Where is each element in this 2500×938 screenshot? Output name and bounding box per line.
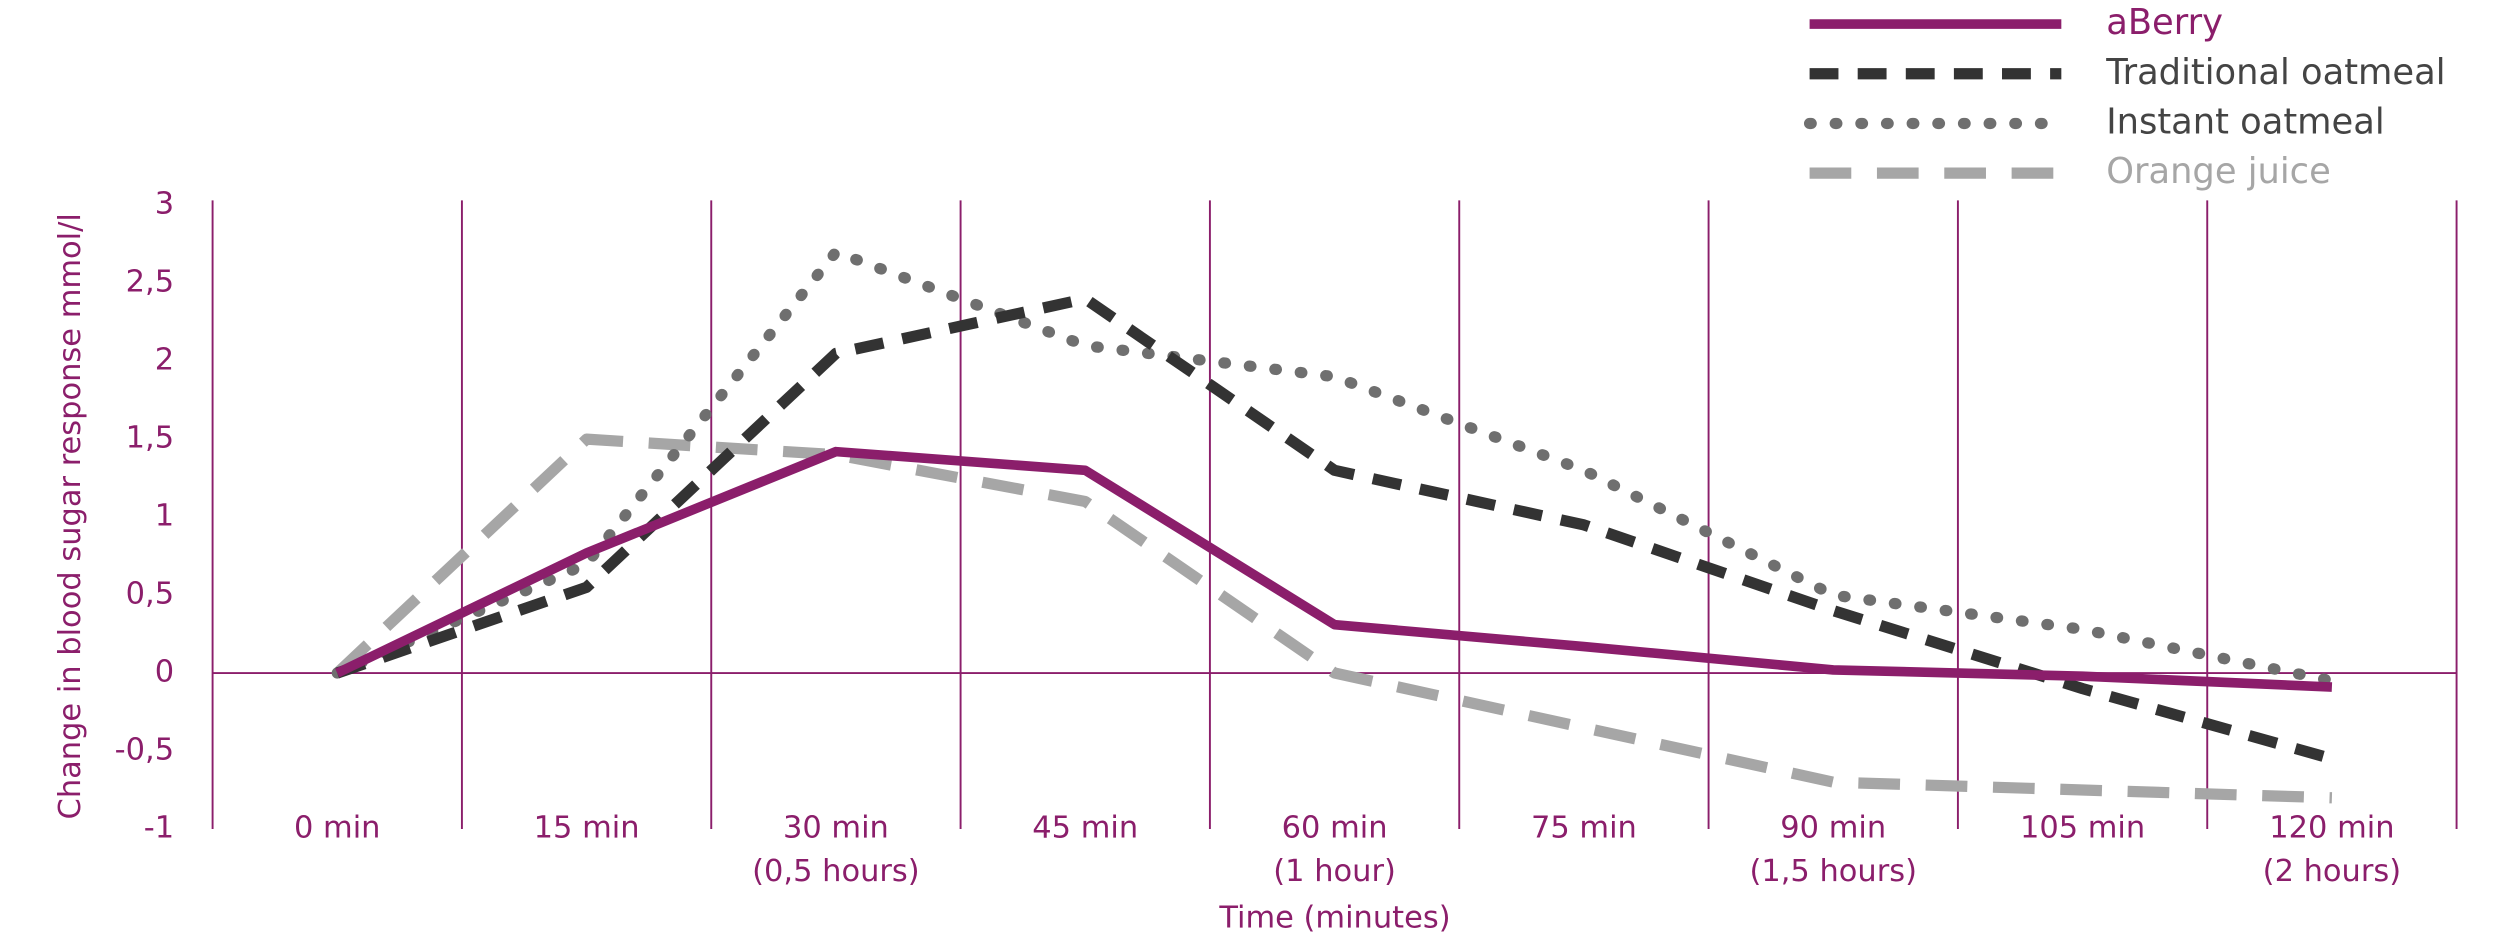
- y-tick-label: -0,5: [115, 733, 174, 768]
- x-axis-label: Time (minutes): [1218, 900, 1450, 935]
- x-tick-label: (0,5 hours): [752, 854, 919, 889]
- y-tick-label: 1: [155, 499, 174, 534]
- x-tick-label: 45 min: [1032, 810, 1138, 845]
- legend-text: Traditional oatmeal: [2105, 52, 2445, 93]
- x-tick-label: 120 min: [2269, 810, 2394, 845]
- y-tick-label: 3: [155, 187, 174, 222]
- y-tick-label: 2: [155, 343, 174, 378]
- x-tick-label: 30 min: [783, 810, 889, 845]
- y-tick-label: -1: [144, 810, 174, 845]
- y-axis-label: Change in blood sugar response mmol/l: [53, 213, 88, 819]
- x-tick-label: 90 min: [1780, 810, 1886, 845]
- series-line: [335, 293, 2334, 765]
- x-tick-label: 105 min: [2020, 810, 2145, 845]
- y-tick-label: 2,5: [126, 265, 174, 300]
- x-tick-label: 60 min: [1282, 810, 1388, 845]
- series-line: [335, 446, 2333, 692]
- x-tick-label: (2 hours): [2263, 854, 2401, 889]
- x-tick-label: 15 min: [534, 810, 640, 845]
- y-tick-label: 1,5: [126, 421, 174, 456]
- y-tick-label: 0: [155, 655, 174, 690]
- x-tick-label: (1 hour): [1273, 854, 1396, 889]
- legend-text: Orange juice: [2106, 151, 2331, 192]
- x-tick-label: (1,5 hours): [1749, 854, 1916, 889]
- y-tick-label: 0,5: [126, 577, 174, 612]
- series-line: [333, 433, 2333, 804]
- series-line: [331, 246, 2338, 687]
- x-tick-label: 75 min: [1531, 810, 1637, 845]
- x-tick-label: 0 min: [294, 810, 380, 845]
- legend-text: Instant oatmeal: [2106, 101, 2384, 142]
- legend-text: aBerry: [2106, 2, 2223, 43]
